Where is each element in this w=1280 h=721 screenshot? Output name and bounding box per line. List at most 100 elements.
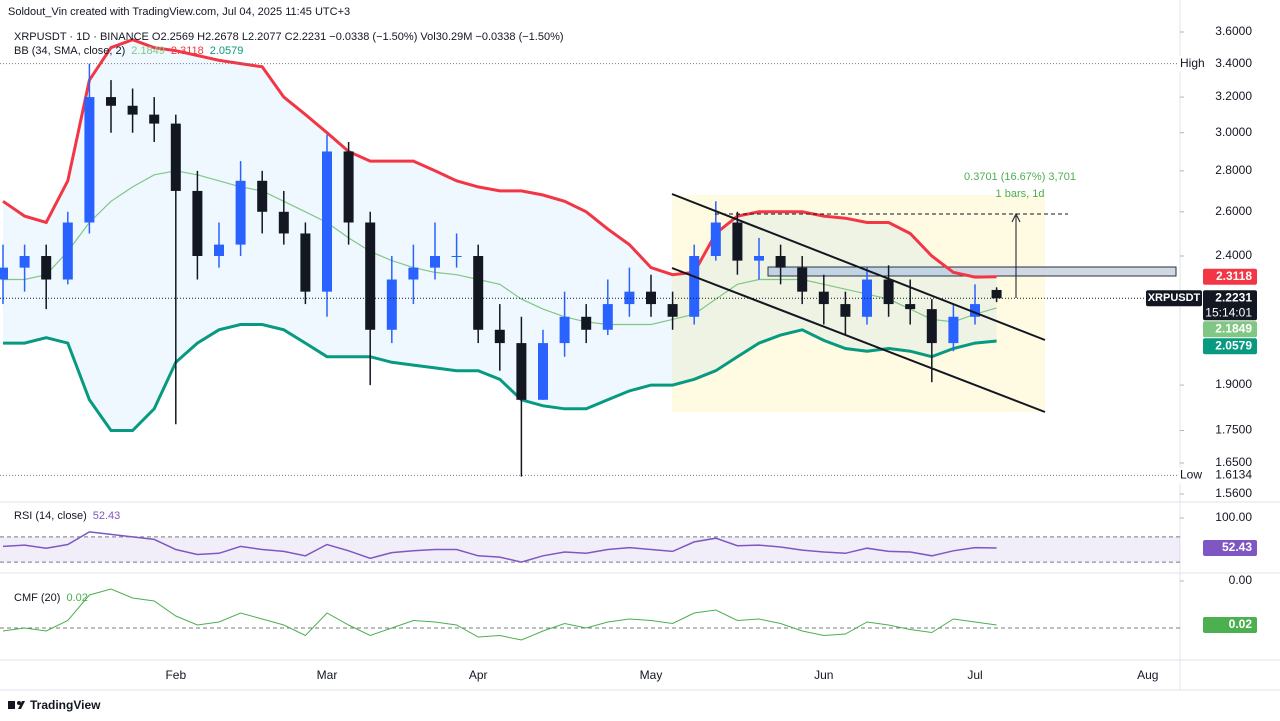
x-tick-label: Apr (469, 668, 488, 682)
footer-logo: TradingView (8, 698, 101, 712)
logo-shape (18, 701, 25, 709)
extreme-box (1178, 467, 1256, 484)
candle-body (41, 256, 52, 280)
price-tag-label: 2.3118 (1216, 269, 1252, 283)
y-tick-label: 2.4000 (1215, 248, 1252, 262)
candle-body (278, 211, 289, 234)
candle-body (19, 256, 30, 268)
candle-body (948, 316, 959, 344)
candle-body (667, 304, 678, 317)
candle-body (991, 289, 1002, 299)
channel-line (671, 267, 1046, 413)
candle-body (926, 309, 937, 344)
candle-body (559, 316, 570, 344)
bb-upper-line (2, 38, 997, 279)
candle-body (84, 97, 95, 223)
candle-body (300, 233, 311, 292)
credit: Soldout_Vin created with TradingView.com… (8, 6, 350, 18)
price-tag (1203, 290, 1257, 321)
candle-body (106, 97, 116, 106)
logo-shape (8, 701, 15, 709)
x-tick-label: Jun (814, 668, 833, 682)
rsi-tag-label: 52.43 (1222, 540, 1252, 554)
x-tick-label: Aug (1137, 668, 1158, 682)
candle-body (149, 114, 160, 124)
candle-body (430, 256, 440, 268)
candle-body (343, 151, 354, 223)
candle-body (408, 267, 419, 280)
symbol-tag (1146, 290, 1202, 307)
candle-body (365, 222, 376, 330)
candle-body (127, 105, 138, 115)
candle-body (473, 256, 484, 330)
legend-value: 2.1849 (131, 45, 165, 57)
y-tick-label: 3.6000 (1215, 24, 1252, 38)
cmf-tag (1203, 617, 1257, 633)
candle-body (624, 291, 635, 305)
candle-body (214, 244, 224, 257)
candle-body (970, 304, 980, 317)
rsi-tag (1203, 539, 1257, 556)
plot (0, 38, 1002, 477)
price-tag-label: 2.2231 (1215, 290, 1252, 304)
drawings: 0.3701 (16.67%) 3,701 1 bars, 1d (671, 171, 1076, 413)
candle-body (602, 304, 613, 330)
y-tick-label: 3.2000 (1215, 89, 1252, 103)
symbol-tag-label: XRPUSDT (1148, 292, 1201, 304)
candle-body (516, 343, 527, 400)
legend-value: 0.02 (66, 592, 87, 604)
candle-body (581, 316, 592, 330)
rsi-tick-label: 0.00 (1229, 573, 1253, 587)
symbol-line: XRPUSDT · 1D · BINANCE O2.2569 H2.2678 L… (14, 31, 564, 43)
rsi-line (2, 531, 997, 563)
candle-body (170, 123, 181, 191)
bb-mid-line (3, 170, 997, 326)
candle-body (689, 256, 700, 317)
price-tag-label: 2.0579 (1215, 338, 1252, 352)
y-tick-label: 1.6500 (1215, 455, 1252, 469)
y-tick-label: 1.9000 (1215, 377, 1252, 391)
rsi-band (0, 536, 1180, 563)
cmf-tag-label: 0.02 (1229, 617, 1253, 631)
candle-body (754, 256, 764, 261)
rsi-label: RSI (14, close) (14, 510, 87, 522)
legend-value: 2.0579 (210, 45, 244, 57)
legend-value: 52.43 (93, 510, 121, 522)
extreme-value: 3.4000 (1215, 56, 1252, 70)
price-tag (1203, 268, 1257, 285)
candle-body (192, 190, 203, 257)
footer-text: TradingView (30, 698, 101, 712)
countdown: 15:14:01 (1205, 305, 1252, 319)
price-tag (1203, 338, 1257, 355)
y-tick-label: 2.8000 (1215, 163, 1252, 177)
x-tick-label: Jul (967, 668, 982, 682)
cmf-line (2, 588, 997, 641)
candle-body (775, 256, 786, 268)
candle-body (451, 256, 462, 258)
measure-text: 0.3701 (16.67%) 3,701 (964, 171, 1076, 183)
price-tag-label: 2.1849 (1215, 321, 1252, 335)
x-tick-label: Feb (165, 668, 186, 682)
candle-body (386, 279, 397, 330)
y-tick-label: 2.6000 (1215, 204, 1252, 218)
candle-body (883, 279, 894, 305)
bb-label: BB (34, SMA, close, 2) (14, 45, 125, 57)
legend-value: 2.3118 (171, 45, 204, 57)
y-tick-label: 1.5600 (1215, 486, 1252, 500)
cmf-label: CMF (20) (14, 592, 60, 604)
bb-lower-line (3, 323, 997, 432)
candle-body (710, 222, 721, 257)
candle-body (322, 151, 332, 292)
candle-body (538, 343, 548, 400)
candle-body (905, 304, 916, 310)
extreme-box (1178, 55, 1256, 72)
y-tick-label: 3.0000 (1215, 125, 1252, 139)
logo-shape (17, 701, 21, 705)
candle-body (0, 267, 8, 280)
candle-body (235, 180, 246, 245)
candle-body (840, 304, 851, 317)
